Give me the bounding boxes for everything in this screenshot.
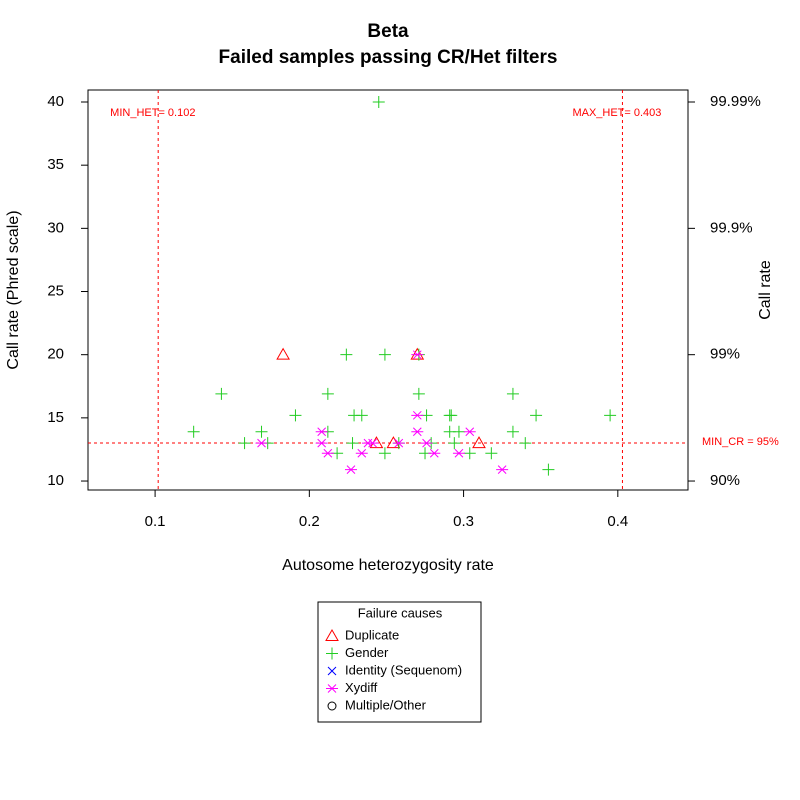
point <box>344 465 357 475</box>
point <box>372 96 385 109</box>
point <box>386 436 401 449</box>
point <box>445 409 458 422</box>
point <box>321 448 334 458</box>
point <box>420 438 433 448</box>
y-axis-label: Call rate (Phred scale) <box>5 210 22 369</box>
point <box>542 463 555 476</box>
legend-title: Failure causes <box>358 605 443 620</box>
y-tick-label: 35 <box>47 156 64 173</box>
point <box>410 347 425 360</box>
point <box>238 437 251 450</box>
point <box>315 438 328 448</box>
legend-label: Identity (Sequenom) <box>345 662 462 677</box>
y-tick-label: 30 <box>47 219 64 236</box>
y2-tick-label: 99.99% <box>710 93 761 110</box>
point <box>215 387 228 400</box>
point <box>604 409 617 422</box>
point <box>321 387 334 400</box>
legend-symbol <box>327 701 337 711</box>
y2-tick-label: 90% <box>710 472 740 489</box>
y-tick-label: 40 <box>47 93 64 110</box>
point <box>411 350 424 360</box>
point <box>519 437 532 450</box>
y2-axis-label: Call rate <box>757 260 774 320</box>
point <box>485 447 498 460</box>
x-tick-label: 0.1 <box>145 513 166 530</box>
point <box>506 387 519 400</box>
legend-symbol <box>326 684 338 693</box>
y-tick-label: 20 <box>47 346 64 363</box>
point <box>378 348 391 361</box>
threshold-label: MIN_CR = 95% <box>702 436 779 448</box>
point <box>392 438 405 448</box>
point <box>255 425 268 438</box>
plot-frame <box>87 89 689 491</box>
point <box>315 427 328 437</box>
chart-title: Beta <box>367 21 409 42</box>
chart-subtitle: Failed samples passing CR/Het filters <box>219 47 558 68</box>
y-tick-label: 15 <box>47 409 64 426</box>
point <box>472 436 486 449</box>
y-tick-label: 10 <box>47 472 64 489</box>
threshold-label: MAX_HET= 0.403 <box>572 107 661 119</box>
legend-label: Gender <box>345 645 389 660</box>
threshold-label: MIN_HET= 0.102 <box>110 107 195 119</box>
x-tick-label: 0.2 <box>299 513 320 530</box>
legend-symbol <box>326 647 338 660</box>
point <box>530 409 543 422</box>
legend-label: Duplicate <box>345 627 399 642</box>
point <box>506 425 519 438</box>
point <box>276 347 290 360</box>
x-tick-label: 0.4 <box>607 513 628 530</box>
legend-symbol <box>325 628 339 641</box>
point <box>355 409 368 422</box>
point <box>378 447 391 460</box>
x-tick-label: 0.3 <box>453 513 474 530</box>
y2-tick-label: 99.9% <box>710 219 753 236</box>
point <box>355 448 368 458</box>
point <box>411 427 424 437</box>
point <box>289 409 302 422</box>
point <box>448 437 461 450</box>
point <box>496 465 509 475</box>
x-axis-label: Autosome heterozygosity rate <box>282 557 494 574</box>
y2-tick-label: 99% <box>710 346 740 363</box>
point <box>463 447 476 460</box>
point <box>452 448 465 458</box>
legend-symbol <box>327 666 337 676</box>
point <box>187 425 200 438</box>
legend-label: Multiple/Other <box>345 697 427 712</box>
point <box>366 438 379 448</box>
point <box>411 410 424 420</box>
point <box>463 427 476 437</box>
y-tick-label: 25 <box>47 282 64 299</box>
point <box>340 348 353 361</box>
point <box>255 438 268 448</box>
legend-box <box>317 601 482 723</box>
point <box>452 425 465 438</box>
point <box>346 437 359 450</box>
point <box>428 448 441 458</box>
legend-label: Xydiff <box>345 680 378 695</box>
point <box>412 387 425 400</box>
